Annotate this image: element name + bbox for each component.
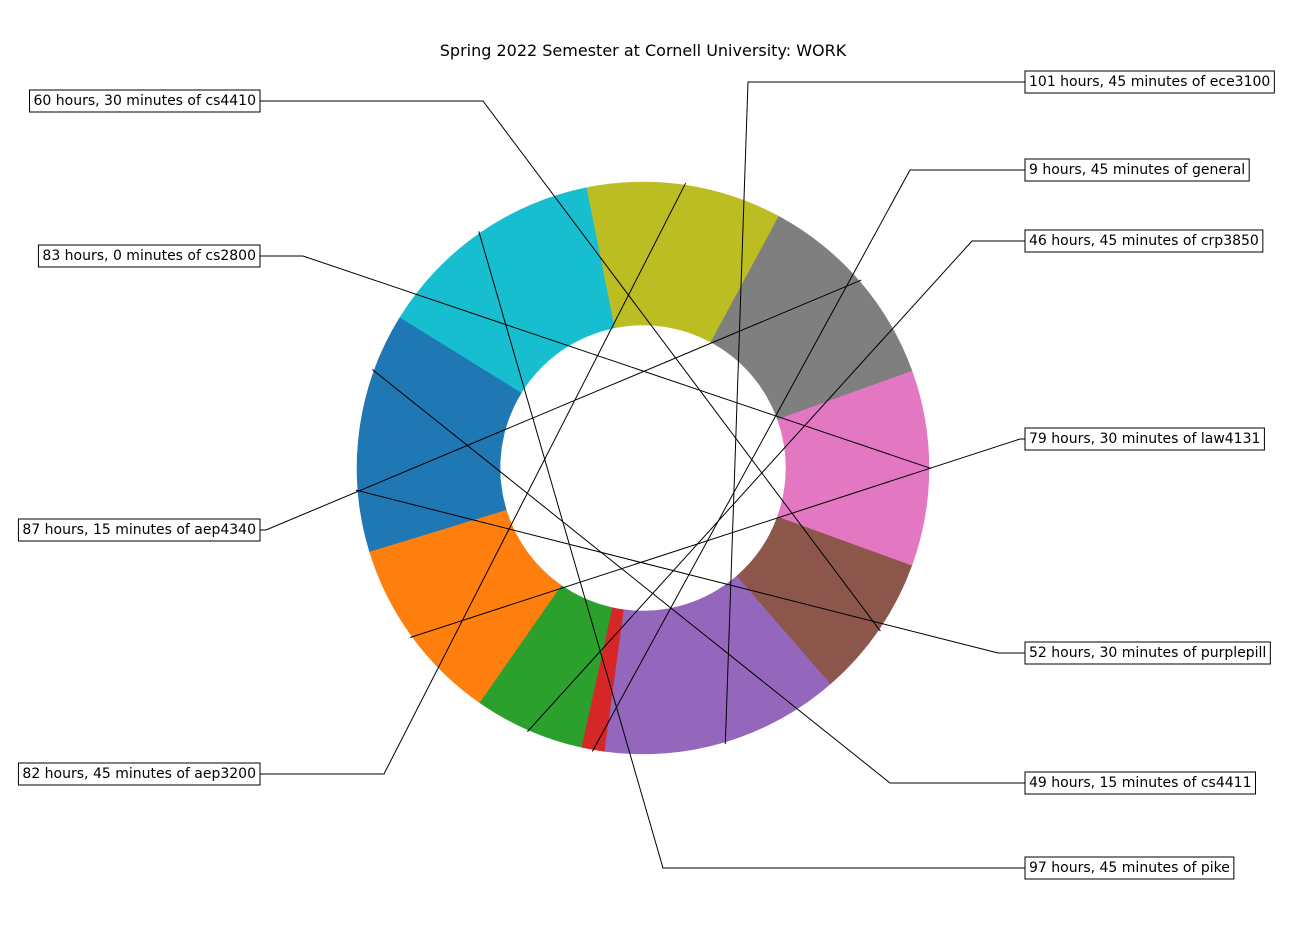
label-cs4410: 60 hours, 30 minutes of cs4410 [29,89,261,113]
label-box-crp3850 [1024,229,1264,253]
label-text-pike: 97 hours, 45 minutes of pike [1029,860,1230,876]
label-ece3100: 101 hours, 45 minutes of ece3100 [1024,70,1275,94]
label-box-pike [1024,856,1235,880]
leader-line-general [591,169,1025,752]
label-text-general: 9 hours, 45 minutes of general [1029,162,1245,178]
label-crp3850: 46 hours, 45 minutes of crp3850 [1024,229,1264,253]
leader-line-pike [478,231,1025,869]
slice-cs2800 [777,370,930,567]
chart-title: Spring 2022 Semester at Cornell Universi… [440,41,847,60]
slices-group [356,181,930,755]
label-box-law4131 [1024,427,1265,451]
label-text-crp3850: 46 hours, 45 minutes of crp3850 [1029,233,1259,249]
leader-line-ece3100 [724,81,1025,745]
label-law4131: 79 hours, 30 minutes of law4131 [1024,427,1265,451]
label-cs4411: 49 hours, 15 minutes of cs4411 [1024,771,1256,795]
label-box-cs2800 [37,244,261,268]
label-box-general [1024,158,1250,182]
label-text-aep4340: 87 hours, 15 minutes of aep4340 [22,522,256,538]
label-aep4340: 87 hours, 15 minutes of aep4340 [17,518,261,542]
label-text-purplepill: 52 hours, 30 minutes of purplepill [1029,645,1266,661]
label-text-cs2800: 83 hours, 0 minutes of cs2800 [42,248,256,264]
label-box-ece3100 [1024,70,1275,94]
slice-ece3100 [603,575,831,755]
leader-line-cs2800 [260,255,932,469]
leader-line-aep3200 [260,182,687,775]
slice-aep3200 [586,181,780,343]
label-box-aep4340 [17,518,261,542]
label-box-cs4411 [1024,771,1256,795]
leader-line-cs4410 [260,100,881,632]
leader-lines-group [260,81,1025,869]
label-text-cs4411: 49 hours, 15 minutes of cs4411 [1029,775,1251,791]
leader-line-aep4340 [260,279,862,531]
label-cs2800: 83 hours, 0 minutes of cs2800 [37,244,261,268]
label-text-law4131: 79 hours, 30 minutes of law4131 [1029,431,1260,447]
label-pike: 97 hours, 45 minutes of pike [1024,856,1235,880]
label-aep3200: 82 hours, 45 minutes of aep3200 [17,762,261,786]
label-text-cs4410: 60 hours, 30 minutes of cs4410 [34,93,256,109]
label-box-cs4410 [29,89,261,113]
leader-line-cs4411 [372,369,1025,784]
labels-group: 101 hours, 45 minutes of ece3100 9 hours,… [17,70,1275,880]
slice-cs4410 [736,516,913,685]
label-box-purplepill [1024,641,1271,665]
label-text-aep3200: 82 hours, 45 minutes of aep3200 [22,766,256,782]
leader-line-purplepill [355,489,1025,654]
leader-line-crp3850 [526,240,1025,733]
label-purplepill: 52 hours, 30 minutes of purplepill [1024,641,1271,665]
label-text-ece3100: 101 hours, 45 minutes of ece3100 [1029,74,1270,90]
slice-pike [399,187,616,393]
label-general: 9 hours, 45 minutes of general [1024,158,1250,182]
label-box-aep3200 [17,762,261,786]
leader-line-law4131 [410,438,1025,638]
